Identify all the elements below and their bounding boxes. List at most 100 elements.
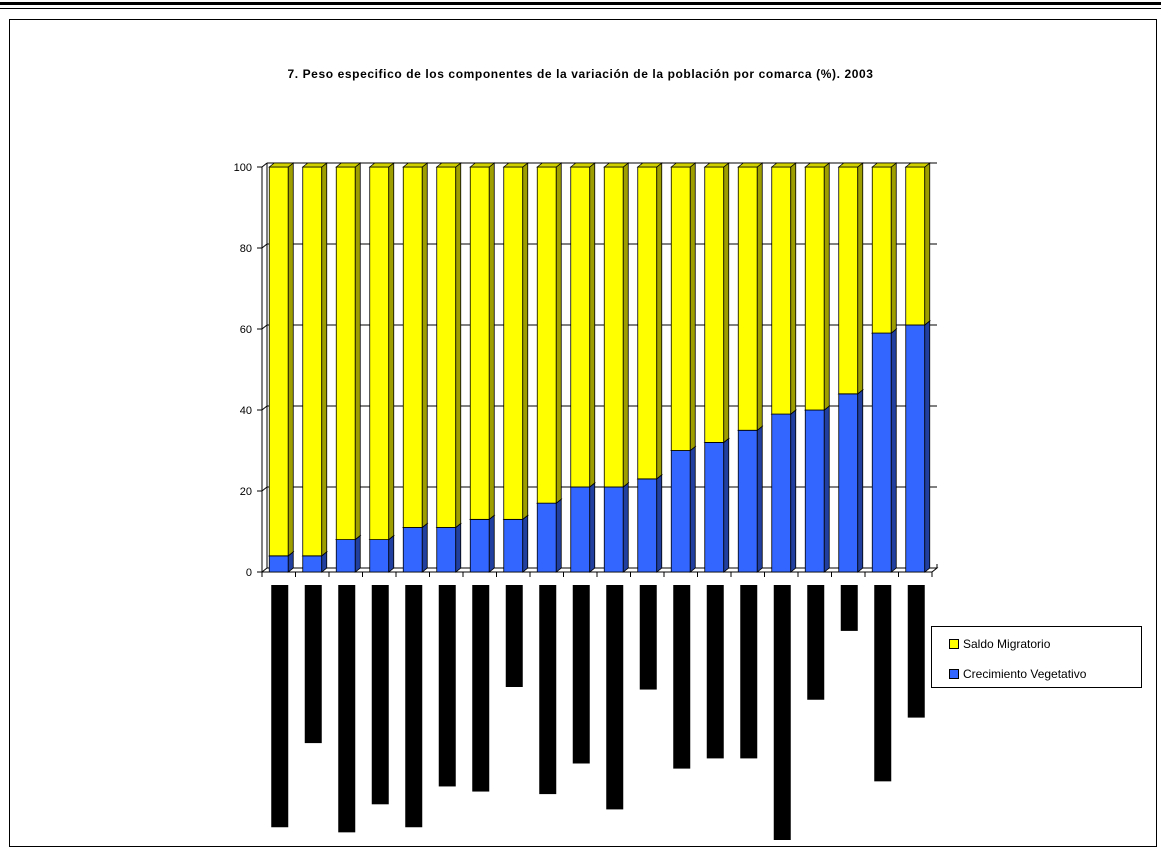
legend-item-crecimiento: Crecimiento Vegetativo <box>949 667 1086 681</box>
bar-crecimiento-front <box>469 518 490 573</box>
bar-saldo-side <box>455 162 462 529</box>
y-tick-label: 60 <box>240 324 252 336</box>
bar-saldo-top <box>469 162 496 168</box>
lower-bar <box>773 585 791 840</box>
bar-saldo-front <box>804 166 825 411</box>
gridline-diag <box>261 324 268 330</box>
bar-crecimiento-side <box>723 437 730 573</box>
bar-saldo-side <box>555 162 562 504</box>
lower-bar <box>271 585 289 828</box>
bar-crecimiento-side <box>522 514 529 573</box>
bar-saldo-side <box>622 162 629 488</box>
bar-saldo-front <box>603 166 624 488</box>
lower-bar <box>472 585 490 792</box>
bar-saldo-top <box>536 162 563 168</box>
chart-floor <box>260 567 939 573</box>
lower-bar <box>606 585 624 810</box>
bar-crecimiento-front <box>402 527 423 573</box>
bar-saldo-side <box>287 162 294 557</box>
y-tick-label: 100 <box>234 162 252 174</box>
bar-crecimiento-front <box>704 441 725 573</box>
lower-bar <box>706 585 724 759</box>
bar-crecimiento-side <box>890 328 897 573</box>
bar-saldo-front <box>369 166 390 541</box>
lower-bar <box>338 585 356 833</box>
bar-saldo-front <box>503 166 524 520</box>
bar-crecimiento-front <box>570 486 591 573</box>
bar-saldo-top <box>603 162 630 168</box>
bar-crecimiento-side <box>790 409 797 573</box>
bar-saldo-front <box>536 166 557 504</box>
bar-crecimiento-side <box>555 498 562 573</box>
bar-saldo-front <box>637 166 658 480</box>
lower-bar <box>505 585 523 687</box>
gridline-diag <box>261 243 268 249</box>
bar-crecimiento-side <box>354 534 361 573</box>
bar-saldo-side <box>924 162 931 326</box>
chart-title: 7. Peso especifico de los componentes de… <box>287 67 874 81</box>
bar-saldo-top <box>670 162 697 168</box>
bar-crecimiento-front <box>838 393 859 573</box>
y-tick-label: 0 <box>246 567 252 579</box>
bar-saldo-side <box>522 162 529 521</box>
bar-saldo-front <box>436 166 457 528</box>
bar-saldo-top <box>770 162 797 168</box>
bar-saldo-side <box>388 162 395 541</box>
bar-crecimiento-side <box>857 388 864 573</box>
bar-saldo-front <box>737 166 758 431</box>
gridline-diag <box>261 162 268 168</box>
bar-crecimiento-front <box>302 555 323 573</box>
bar-crecimiento-front <box>905 324 926 573</box>
bar-saldo-front <box>402 166 423 528</box>
bar-saldo-top <box>837 162 864 168</box>
bar-crecimiento-side <box>455 522 462 573</box>
lower-bar <box>807 585 825 700</box>
bar-saldo-front <box>268 166 289 557</box>
bar-saldo-top <box>871 162 898 168</box>
lower-bar <box>304 585 322 744</box>
bar-saldo-top <box>402 162 429 168</box>
bar-saldo-front <box>302 166 323 557</box>
bar-crecimiento-front <box>436 527 457 573</box>
y-tick-label: 20 <box>240 486 252 498</box>
gridline-diag <box>261 486 268 492</box>
bar-saldo-front <box>838 166 859 395</box>
bar-saldo-side <box>488 162 495 521</box>
bar-crecimiento-front <box>335 539 356 573</box>
bar-crecimiento-side <box>388 534 395 573</box>
bar-saldo-side <box>689 162 696 452</box>
lower-bar <box>840 585 858 631</box>
bar-saldo-top <box>502 162 529 168</box>
bar-saldo-side <box>857 162 864 395</box>
y-tick-label: 80 <box>240 243 252 255</box>
bar-saldo-top <box>636 162 663 168</box>
bar-crecimiento-side <box>622 482 629 573</box>
bar-saldo-side <box>589 162 596 488</box>
top-rule-thick <box>0 2 1161 5</box>
legend-label-saldo: Saldo Migratorio <box>963 637 1051 651</box>
bar-crecimiento-side <box>589 482 596 573</box>
bar-saldo-front <box>905 166 926 326</box>
legend-swatch-crecimiento <box>949 669 959 679</box>
bar-saldo-side <box>723 162 730 444</box>
bar-crecimiento-front <box>268 555 289 573</box>
lower-bar <box>740 585 758 759</box>
bar-saldo-side <box>756 162 763 432</box>
bar-saldo-front <box>771 166 792 415</box>
bar-crecimiento-front <box>670 450 691 573</box>
bar-saldo-front <box>335 166 356 541</box>
bar-saldo-front <box>469 166 490 520</box>
bar-crecimiento-front <box>637 478 658 573</box>
bar-crecimiento-front <box>503 518 524 573</box>
y-tick-label: 40 <box>240 405 252 417</box>
bar-crecimiento-front <box>871 332 892 573</box>
bar-crecimiento-side <box>689 445 696 573</box>
lower-bar <box>438 585 456 787</box>
bar-crecimiento-side <box>656 474 663 573</box>
lower-bar <box>405 585 423 828</box>
bar-saldo-top <box>368 162 395 168</box>
bar-saldo-top <box>435 162 462 168</box>
chart-legend: Saldo Migratorio Crecimiento Vegetativo <box>931 626 1142 688</box>
lower-bar <box>371 585 389 805</box>
legend-swatch-saldo <box>949 639 959 649</box>
